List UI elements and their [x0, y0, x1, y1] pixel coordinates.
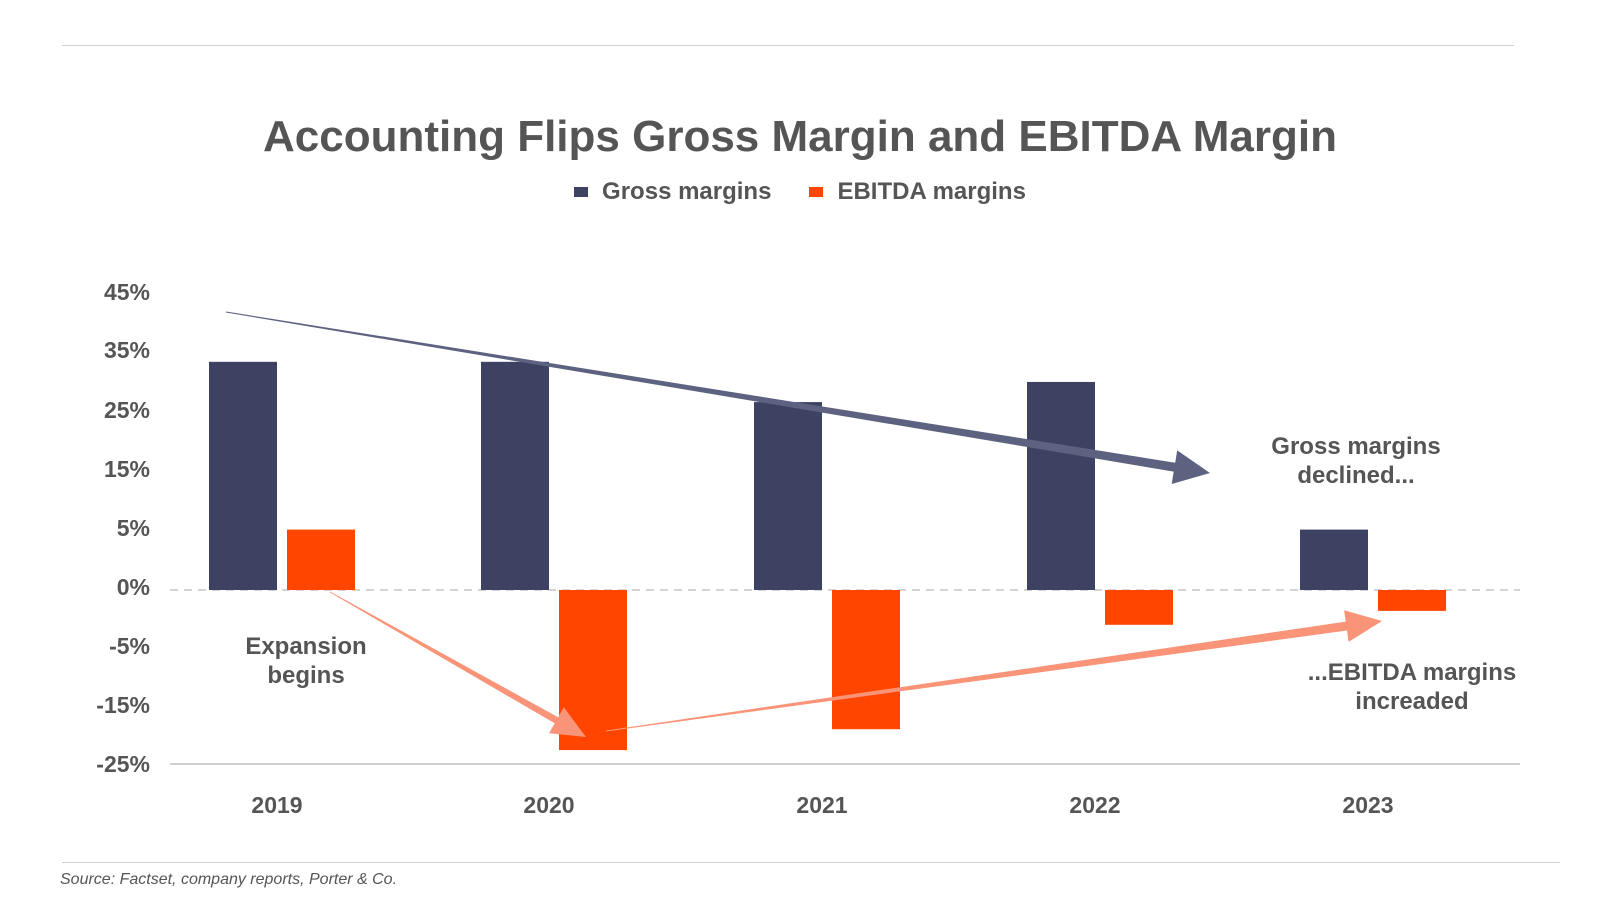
annotation-ebitda-line2: increaded [1355, 688, 1468, 715]
annotation-expansion-line2: begins [267, 662, 344, 689]
x-tick-label: 2019 [251, 792, 302, 818]
y-tick-label: -15% [96, 692, 150, 718]
legend-item-gross: Gross margins [574, 178, 771, 206]
y-tick-label: 25% [104, 397, 150, 423]
bottom-divider [62, 862, 1560, 863]
legend-label-gross: Gross margins [602, 178, 772, 205]
legend-item-ebitda: EBITDA margins [809, 178, 1026, 206]
x-tick-label: 2021 [796, 792, 847, 818]
bar-ebitda-margin [1378, 590, 1446, 611]
bar-ebitda-margin [832, 590, 900, 730]
annotation-ebitda-line1: ...EBITDA margins [1308, 659, 1516, 686]
ebitda-increase-arrow [605, 610, 1382, 732]
bar-chart: 45% 35% 25% 15% 5% 0% -5% -15% -25% 2019 2020 2021… [96, 279, 1520, 818]
annotation-gross-line1: Gross margins [1271, 433, 1440, 460]
x-tick-label: 2020 [523, 792, 574, 818]
bar-gross-margin [481, 361, 549, 590]
y-tick-label: 35% [104, 337, 150, 363]
y-tick-label: 0% [117, 574, 150, 600]
top-divider [62, 45, 1514, 46]
y-tick-label: 5% [117, 515, 150, 541]
annotation-expansion-line1: Expansion [245, 633, 366, 660]
gross-decline-arrow [225, 311, 1210, 484]
bar-ebitda-margin [287, 529, 355, 590]
bar-gross-margin [1300, 529, 1368, 590]
annotation-gross-line2: declined... [1297, 462, 1414, 489]
legend-swatch-gross [574, 187, 589, 197]
chart-legend: Gross margins EBITDA margins [0, 178, 1600, 206]
legend-swatch-ebitda [809, 187, 824, 197]
y-tick-label: -25% [96, 751, 150, 777]
bar-gross-margin [754, 402, 822, 590]
bar-gross-margin [209, 361, 277, 590]
bar-ebitda-margin [1105, 590, 1173, 625]
source-note: Source: Factset, company reports, Porter… [60, 871, 398, 888]
y-tick-label: 15% [104, 456, 150, 482]
x-tick-label: 2023 [1342, 792, 1393, 818]
x-tick-label: 2022 [1069, 792, 1120, 818]
legend-label-ebitda: EBITDA margins [837, 178, 1026, 205]
y-tick-label: -5% [109, 633, 150, 659]
chart-title: Accounting Flips Gross Margin and EBITDA… [263, 112, 1337, 161]
expansion-arrow [329, 591, 586, 737]
y-tick-label: 45% [104, 279, 150, 305]
bar-gross-margin [1027, 381, 1095, 590]
